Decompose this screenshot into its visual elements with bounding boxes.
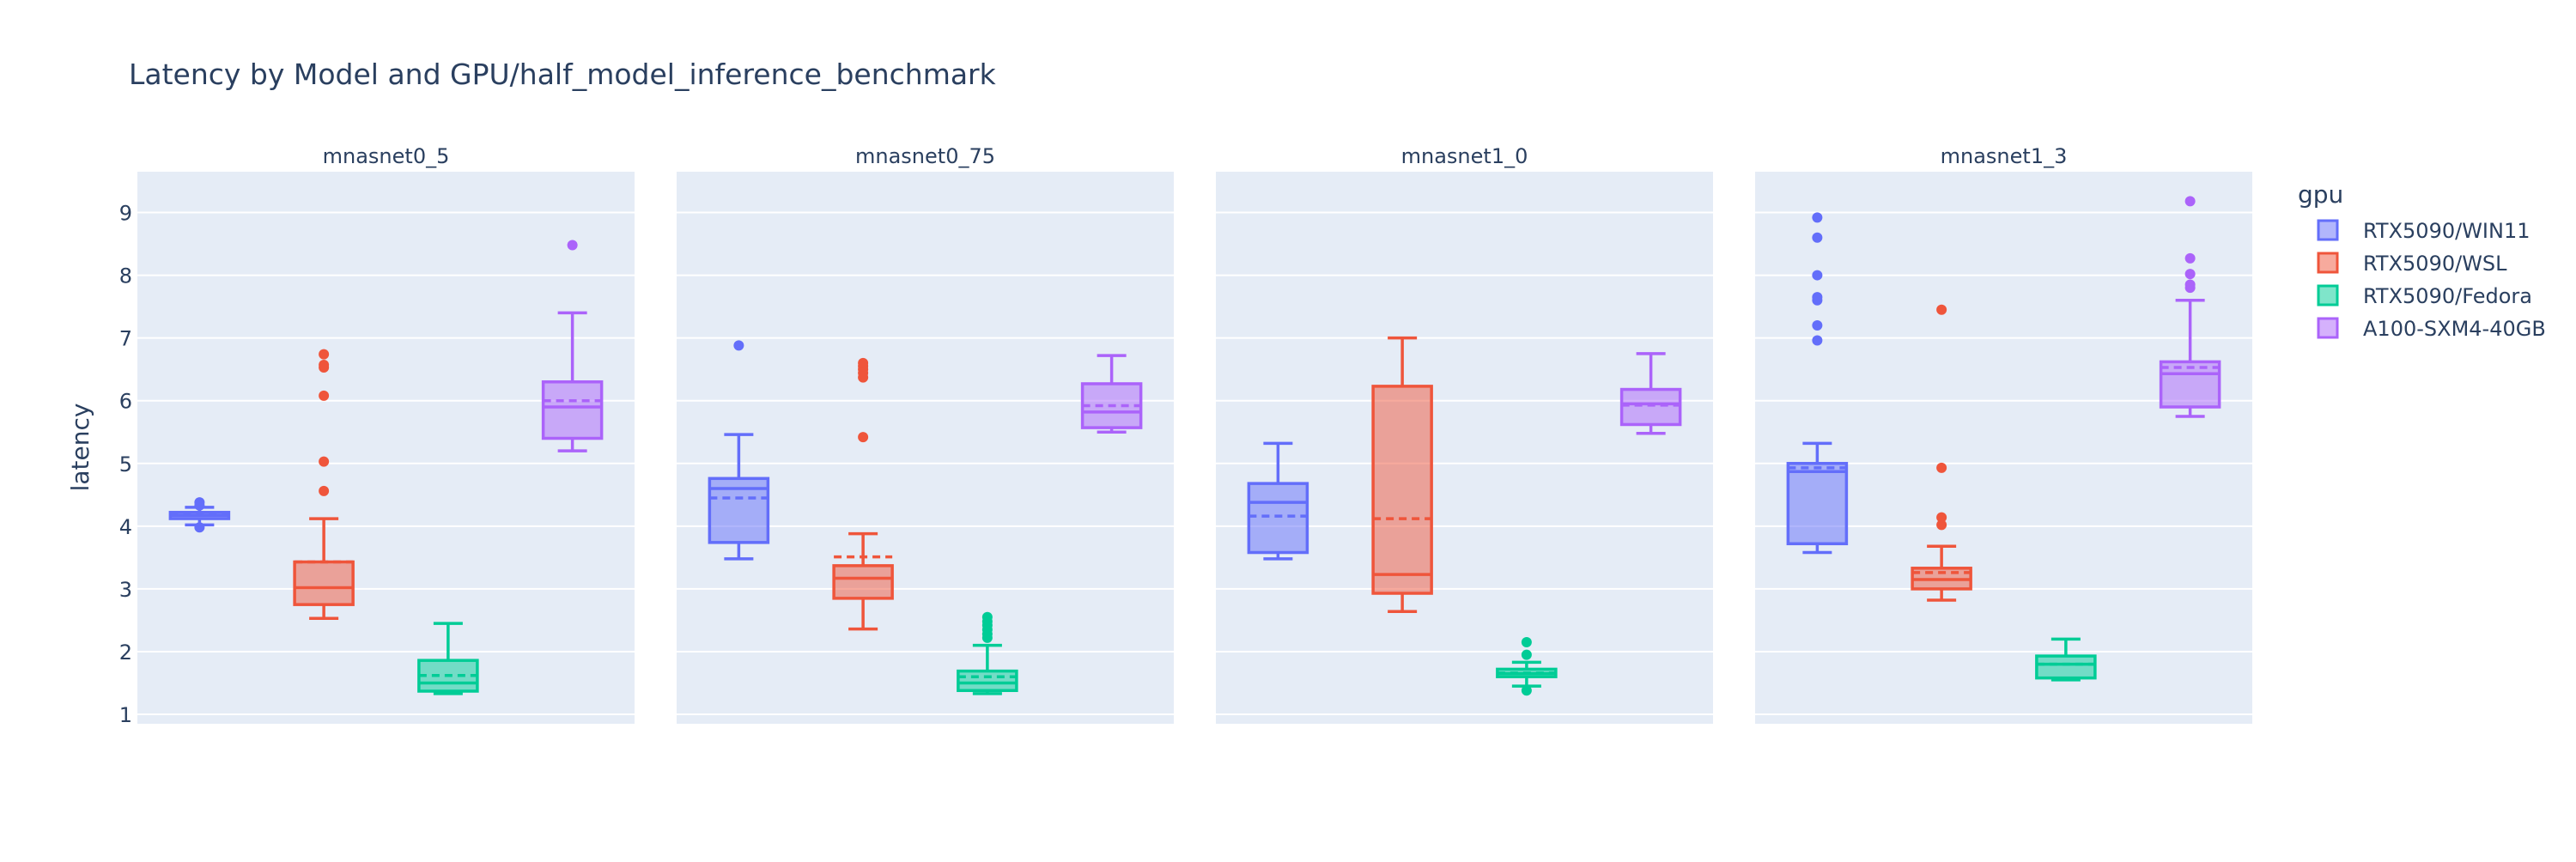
legend-swatch (2317, 252, 2339, 274)
box-plot[interactable] (1247, 441, 1309, 561)
box-iqr (1371, 385, 1433, 595)
box-plot[interactable] (168, 497, 231, 533)
legend-item[interactable]: RTX5090/WIN11 (2317, 219, 2530, 243)
outlier-point[interactable] (981, 611, 993, 622)
outlier-point[interactable] (1936, 512, 1947, 523)
box-plot[interactable] (541, 240, 604, 452)
legend-items: RTX5090/WIN11 RTX5090/WSL RTX5090/Fedora A1… (2317, 219, 2546, 341)
legend-swatch (2317, 284, 2339, 307)
y-tick-label: 3 (119, 578, 132, 602)
box-plot[interactable] (2035, 637, 2097, 682)
box-iqr (2035, 654, 2097, 680)
facet-title: mnasnet0_75 (855, 144, 995, 168)
box-iqr (1247, 482, 1309, 555)
outlier-point[interactable] (858, 432, 869, 443)
legend-swatch (2317, 219, 2339, 241)
y-tick-label: 5 (119, 452, 132, 477)
legend-item[interactable]: RTX5090/Fedora (2317, 284, 2532, 308)
outlier-point[interactable] (194, 500, 205, 511)
outlier-point[interactable] (1521, 685, 1532, 696)
plot-background (1216, 172, 1713, 724)
facets-layer: mnasnet0_5 mnasnet0_75 mnasnet1_0 mnasnet1_… (119, 144, 2252, 727)
outlier-point[interactable] (1812, 212, 1823, 223)
box-iqr (1786, 462, 1849, 546)
outlier-point[interactable] (1812, 320, 1823, 331)
box-iqr (957, 669, 1018, 693)
outlier-point[interactable] (1936, 519, 1947, 531)
y-axis-label: latency (66, 404, 94, 492)
y-tick-label: 1 (119, 703, 132, 727)
outlier-point[interactable] (1812, 232, 1823, 243)
plot-background (677, 172, 1174, 724)
box-plot[interactable] (1496, 637, 1558, 696)
facet-title: mnasnet0_5 (323, 144, 450, 168)
legend-label: RTX5090/WIN11 (2363, 219, 2530, 243)
plot-background (137, 172, 635, 724)
outlier-point[interactable] (1521, 637, 1532, 648)
box-plot[interactable] (417, 622, 479, 695)
box-plot[interactable] (1786, 212, 1849, 555)
outlier-point[interactable] (2184, 252, 2196, 264)
y-tick-label: 7 (119, 327, 132, 351)
outlier-point[interactable] (567, 240, 578, 251)
facet-title: mnasnet1_0 (1401, 144, 1528, 168)
outlier-point[interactable] (1936, 462, 1947, 473)
facet-panel: mnasnet0_75 (677, 144, 1174, 724)
legend-label: RTX5090/Fedora (2363, 284, 2532, 308)
box-plot[interactable] (1080, 354, 1143, 434)
box-plot[interactable] (957, 611, 1018, 695)
plot-background (1755, 172, 2252, 724)
box-iqr (541, 380, 604, 440)
legend-label: A100-SXM4-40GB (2363, 317, 2546, 341)
outlier-point[interactable] (194, 522, 205, 533)
box-iqr (1619, 387, 1682, 427)
legend[interactable]: gpu RTX5090/WIN11 RTX5090/WSL RTX5090/Fedo… (2298, 180, 2546, 341)
y-tick-label: 6 (119, 390, 132, 414)
outlier-point[interactable] (1812, 292, 1823, 303)
chart-title: Latency by Model and GPU/half_model_infe… (129, 58, 997, 91)
outlier-point[interactable] (1812, 270, 1823, 281)
outlier-point[interactable] (2184, 279, 2196, 290)
legend-label: RTX5090/WSL (2363, 252, 2507, 276)
box-iqr (2159, 360, 2221, 409)
facet-panel: mnasnet1_3 (1755, 144, 2252, 724)
box-iqr (832, 564, 894, 600)
y-tick-label: 2 (119, 640, 132, 665)
y-tick-label: 9 (119, 201, 132, 225)
legend-item[interactable]: A100-SXM4-40GB (2317, 317, 2546, 341)
outlier-point[interactable] (319, 390, 330, 401)
legend-item[interactable]: RTX5090/WSL (2317, 252, 2507, 276)
outlier-point[interactable] (1812, 335, 1823, 346)
outlier-point[interactable] (319, 360, 330, 371)
box-plot[interactable] (293, 349, 355, 620)
box-plot[interactable] (1371, 336, 1433, 613)
box-plot[interactable] (708, 340, 770, 561)
outlier-point[interactable] (2184, 269, 2196, 280)
y-tick-label: 8 (119, 264, 132, 288)
outlier-point[interactable] (319, 456, 330, 467)
box-plot[interactable] (832, 357, 894, 631)
legend-title: gpu (2298, 180, 2343, 209)
outlier-point[interactable] (2184, 196, 2196, 207)
y-tick-label: 4 (119, 515, 132, 539)
legend-swatch (2317, 317, 2339, 339)
box-plot[interactable] (1911, 304, 1972, 602)
box-plot[interactable] (2159, 196, 2221, 418)
outlier-point[interactable] (1521, 649, 1532, 660)
outlier-point[interactable] (858, 357, 869, 368)
facet-title: mnasnet1_3 (1941, 144, 2068, 168)
outlier-point[interactable] (319, 349, 330, 360)
facet-panel: mnasnet1_0 (1216, 144, 1713, 724)
facet-panel: mnasnet0_5 (137, 144, 635, 724)
outlier-point[interactable] (1936, 304, 1947, 315)
box-iqr (293, 560, 355, 606)
outlier-point[interactable] (733, 340, 744, 351)
box-plot[interactable] (1619, 352, 1682, 435)
outlier-point[interactable] (319, 485, 330, 496)
